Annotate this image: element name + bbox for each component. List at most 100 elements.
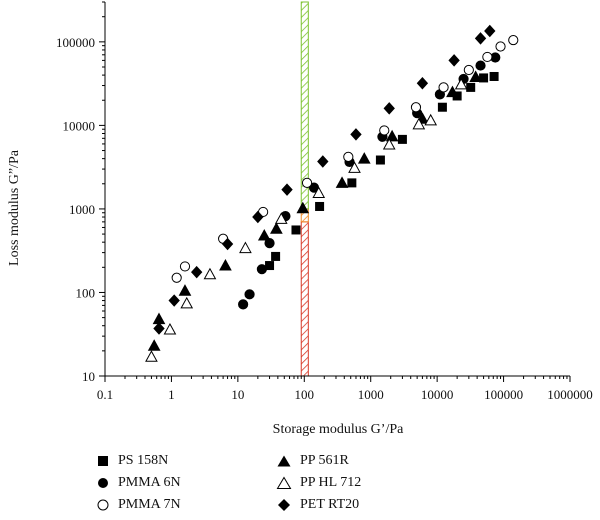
point-pet-rt20 [416, 76, 429, 90]
point-pet-rt20 [153, 322, 165, 335]
point-pet-rt20 [484, 24, 496, 38]
point-pp-hl-712 [424, 113, 438, 126]
point-pet-rt20 [383, 102, 395, 115]
point-pmma-7n [438, 82, 449, 93]
legend-label: PP HL 712 [300, 475, 362, 490]
point-pp-561r [469, 70, 483, 82]
square-filled-icon [98, 456, 108, 466]
point-pp-561r [446, 85, 459, 98]
point-pet-rt20 [168, 294, 180, 307]
point-pp-hl-712 [454, 77, 468, 90]
point-ps-158n [271, 251, 281, 261]
point-pmma-7n [171, 272, 182, 283]
point-pet-rt20 [252, 210, 264, 224]
point-pmma-7n [482, 51, 493, 63]
circle-filled-icon [98, 478, 108, 488]
band-layer [300, 1, 309, 377]
x-tick-label: 1000 [358, 387, 384, 402]
point-ps-158n [291, 225, 301, 235]
triangle-filled-icon [277, 455, 291, 467]
point-ps-158n [265, 261, 275, 271]
point-ps-158n [347, 178, 357, 188]
point-pp-hl-712 [312, 186, 326, 199]
legend-label: PMMA 7N [118, 497, 181, 512]
point-pmma-6n [244, 289, 255, 300]
data-points [145, 24, 519, 362]
point-pmma-6n [238, 299, 249, 310]
point-ps-158n [466, 82, 476, 92]
x-tick-label: 1 [168, 387, 175, 402]
point-pp-561r [152, 312, 166, 325]
point-pp-hl-712 [348, 161, 361, 173]
point-pet-rt20 [221, 237, 234, 251]
point-pet-rt20 [350, 128, 362, 141]
point-pet-rt20 [191, 265, 203, 279]
point-ps-158n [489, 71, 499, 81]
y-axis-title: Loss modulus G”/Pa [7, 149, 22, 266]
point-pp-hl-712 [274, 212, 288, 224]
point-pmma-7n [343, 151, 354, 162]
point-pp-561r [178, 284, 192, 296]
hatched-band [300, 221, 309, 377]
x-axis-title: Storage modulus G’/Pa [273, 422, 404, 437]
legend-item-ps-158n: PS 158N [96, 450, 168, 472]
point-ps-158n [315, 201, 325, 211]
point-pet-rt20 [474, 32, 487, 45]
point-pmma-6n [256, 264, 267, 275]
point-pp-hl-712 [145, 350, 158, 362]
point-pp-hl-712 [203, 267, 217, 280]
point-pmma-7n [508, 34, 519, 46]
legend-item-pmma-6n: PMMA 6N [96, 472, 181, 494]
x-tick-label: 0.1 [97, 387, 113, 402]
axes: 0.1 1 10 100 1000 10000 100000 1000000 10 100 1000… [56, 1, 593, 402]
legend-label: PMMA 6N [118, 475, 181, 490]
point-pp-561r [335, 176, 349, 188]
point-pp-561r [296, 201, 310, 214]
point-pp-561r [357, 152, 371, 164]
x-tick-label: 1000000 [547, 387, 593, 402]
x-tick-label: 10000 [421, 387, 454, 402]
point-ps-158n [397, 134, 407, 144]
y-tick-label: 1000 [69, 202, 95, 217]
legend-item-pp-hl-712: PP HL 712 [276, 472, 361, 494]
y-tick-label: 100 [76, 285, 96, 300]
legend-label: PP 561R [300, 453, 349, 468]
point-pp-561r [147, 339, 161, 351]
legend-item-pmma-7n: PMMA 7N [96, 494, 181, 516]
point-pp-hl-712 [239, 241, 252, 254]
point-pet-rt20 [317, 155, 329, 168]
legend-label: PET RT20 [300, 497, 360, 512]
point-pmma-7n [179, 261, 191, 272]
point-pmma-7n [301, 177, 313, 188]
point-ps-158n [375, 155, 385, 165]
point-pp-561r [270, 222, 283, 234]
point-pmma-6n [475, 60, 486, 71]
point-pmma-7n [463, 64, 474, 76]
point-pp-561r [219, 259, 232, 271]
point-pet-rt20 [448, 54, 460, 67]
x-tick-label: 100000 [484, 387, 523, 402]
y-tick-label: 100000 [56, 35, 95, 50]
chart: 0.1 1 10 100 1000 10000 100000 1000000 10 100 1000… [7, 1, 593, 437]
point-pp-561r [257, 229, 271, 241]
legend-item-pp-561r: PP 561R [276, 450, 349, 472]
x-tick-label: 100 [295, 387, 315, 402]
point-pp-hl-712 [163, 322, 177, 335]
circle-open-icon [97, 499, 109, 511]
point-pmma-7n [495, 41, 506, 52]
y-tick-label: 10 [82, 369, 95, 384]
point-pet-rt20 [281, 183, 293, 196]
point-pp-hl-712 [180, 296, 194, 309]
point-pmma-6n [264, 237, 275, 249]
triangle-open-icon [276, 476, 292, 489]
y-tick-label: 10000 [63, 118, 96, 133]
diamond-filled-icon [278, 499, 290, 511]
point-pp-hl-712 [382, 137, 396, 150]
point-ps-158n [437, 102, 447, 112]
x-tick-label: 10 [231, 387, 244, 402]
point-pmma-7n [379, 125, 390, 136]
point-pmma-7n [410, 102, 422, 113]
point-pp-hl-712 [412, 117, 426, 130]
legend-item-pet-rt20: PET RT20 [276, 494, 359, 516]
legend: PS 158N PMMA 6N PMMA 7N PP 561R PP HL 71… [96, 450, 516, 520]
